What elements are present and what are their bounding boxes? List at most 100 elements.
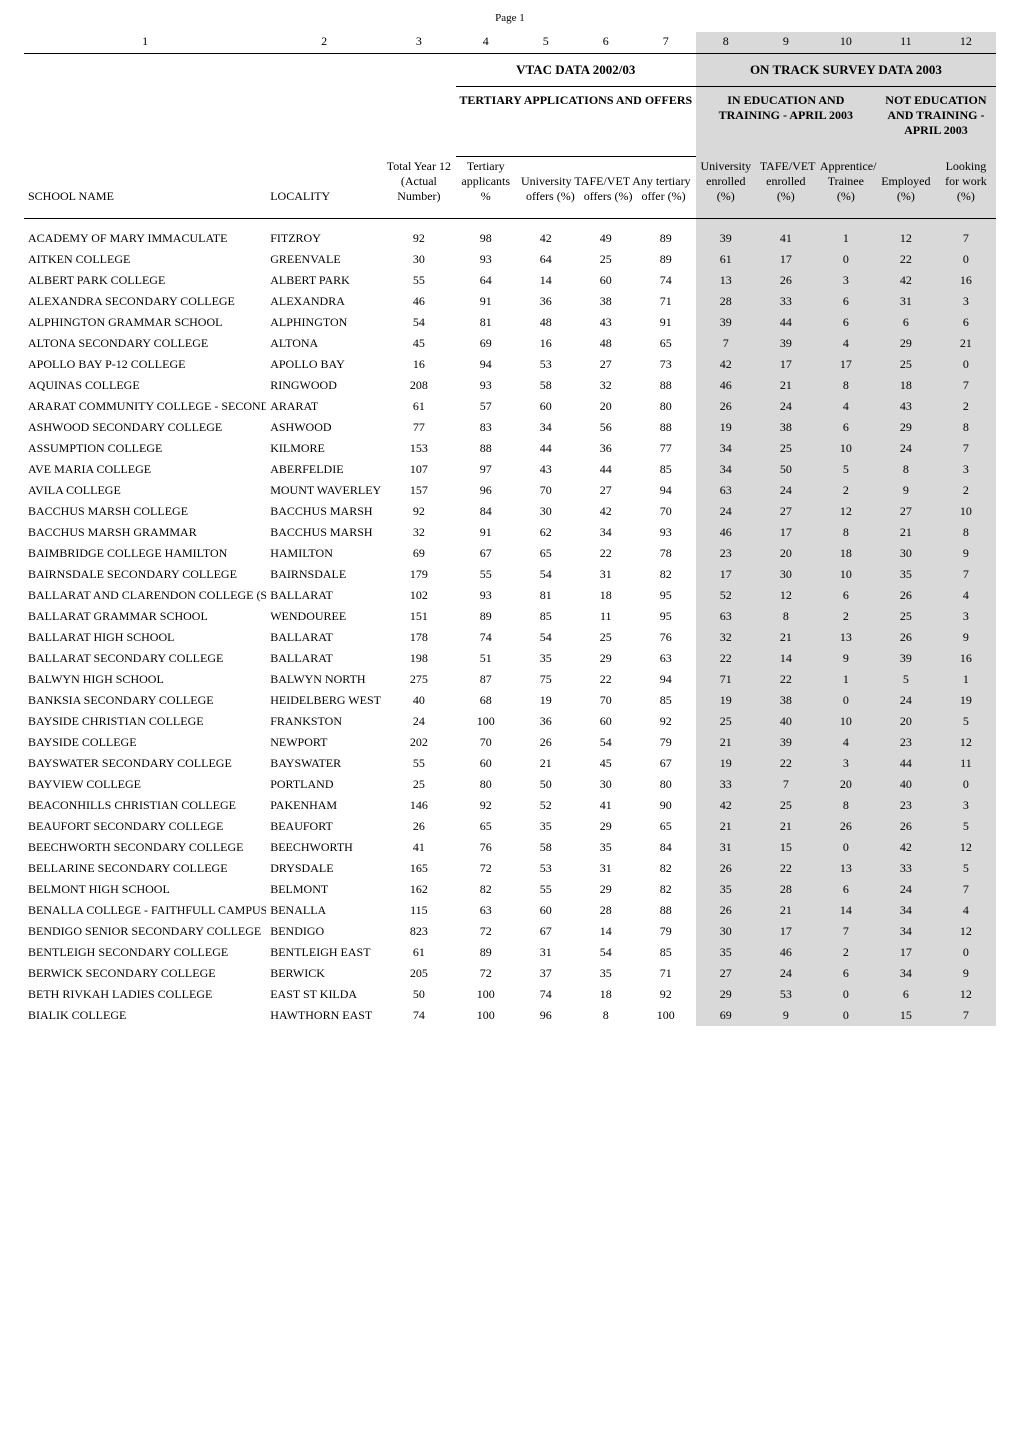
table-row: ACADEMY OF MARY IMMACULATEFITZROY9298424… bbox=[24, 228, 996, 249]
cell-value: 21 bbox=[756, 375, 816, 396]
cell-locality: EAST ST KILDA bbox=[266, 984, 382, 1005]
cell-value: 4 bbox=[816, 732, 876, 753]
cell-value: 15 bbox=[876, 1005, 936, 1026]
cell-value: 30 bbox=[876, 543, 936, 564]
cell-value: 64 bbox=[516, 249, 576, 270]
cell-value: 69 bbox=[456, 333, 516, 354]
cell-value: 74 bbox=[382, 1005, 456, 1026]
cell-value: 60 bbox=[576, 711, 636, 732]
cell-value: 2 bbox=[936, 396, 996, 417]
table-row: BAYSIDE CHRISTIAN COLLEGEFRANKSTON241003… bbox=[24, 711, 996, 732]
cell-school: AITKEN COLLEGE bbox=[24, 249, 266, 270]
cell-locality: BENDIGO bbox=[266, 921, 382, 942]
table-row: AVE MARIA COLLEGEABERFELDIE1079743448534… bbox=[24, 459, 996, 480]
cell-value: 26 bbox=[816, 816, 876, 837]
cell-value: 46 bbox=[696, 375, 756, 396]
cell-value: 34 bbox=[696, 438, 756, 459]
cell-value: 35 bbox=[696, 942, 756, 963]
cell-value: 8 bbox=[576, 1005, 636, 1026]
cell-value: 84 bbox=[636, 837, 696, 858]
data-table: 1 2 3 4 5 6 7 8 9 10 11 12 VTAC DATA 200… bbox=[24, 32, 996, 1026]
ots-header: ON TRACK SURVEY DATA 2003 bbox=[696, 54, 996, 87]
cell-value: 28 bbox=[696, 291, 756, 312]
cell-school: BENDIGO SENIOR SECONDARY COLLEGE bbox=[24, 921, 266, 942]
cell-value: 63 bbox=[696, 480, 756, 501]
cell-value: 21 bbox=[876, 522, 936, 543]
cell-value: 61 bbox=[382, 396, 456, 417]
cell-value: 14 bbox=[516, 270, 576, 291]
cell-value: 26 bbox=[876, 816, 936, 837]
table-row: APOLLO BAY P-12 COLLEGEAPOLLO BAY1694532… bbox=[24, 354, 996, 375]
cell-value: 6 bbox=[876, 312, 936, 333]
col-idx: 9 bbox=[756, 32, 816, 54]
sub-header-row: TERTIARY APPLICATIONS AND OFFERS IN EDUC… bbox=[24, 87, 996, 157]
cell-value: 70 bbox=[516, 480, 576, 501]
cell-value: 0 bbox=[816, 837, 876, 858]
cell-value: 81 bbox=[516, 585, 576, 606]
cell-value: 8 bbox=[876, 459, 936, 480]
cell-value: 41 bbox=[576, 795, 636, 816]
cell-value: 29 bbox=[576, 648, 636, 669]
cell-value: 35 bbox=[696, 879, 756, 900]
cell-value: 13 bbox=[816, 858, 876, 879]
cell-value: 29 bbox=[876, 333, 936, 354]
tert-apps-header: TERTIARY APPLICATIONS AND OFFERS bbox=[456, 87, 696, 157]
cell-value: 79 bbox=[636, 732, 696, 753]
table-row: ARARAT COMMUNITY COLLEGE - SECONDARYARAR… bbox=[24, 396, 996, 417]
cell-value: 5 bbox=[936, 858, 996, 879]
cell-value: 85 bbox=[516, 606, 576, 627]
cell-locality: WENDOUREE bbox=[266, 606, 382, 627]
cell-value: 20 bbox=[876, 711, 936, 732]
cell-value: 53 bbox=[516, 858, 576, 879]
cell-value: 50 bbox=[516, 774, 576, 795]
cell-school: ASSUMPTION COLLEGE bbox=[24, 438, 266, 459]
cell-value: 9 bbox=[816, 648, 876, 669]
edu-train-header: IN EDUCATION AND TRAINING - APRIL 2003 bbox=[696, 87, 876, 157]
cell-value: 46 bbox=[696, 522, 756, 543]
cell-value: 35 bbox=[516, 816, 576, 837]
cell-value: 30 bbox=[382, 249, 456, 270]
cell-value: 24 bbox=[876, 438, 936, 459]
cell-value: 6 bbox=[816, 585, 876, 606]
cell-value: 26 bbox=[876, 585, 936, 606]
cell-value: 90 bbox=[636, 795, 696, 816]
hdr-uni-enr: University enrolled (%) bbox=[696, 156, 756, 218]
table-row: BALLARAT GRAMMAR SCHOOLWENDOUREE15189851… bbox=[24, 606, 996, 627]
cell-locality: NEWPORT bbox=[266, 732, 382, 753]
cell-value: 7 bbox=[936, 1005, 996, 1026]
cell-value: 6 bbox=[816, 291, 876, 312]
cell-value: 40 bbox=[756, 711, 816, 732]
cell-value: 4 bbox=[816, 333, 876, 354]
cell-value: 26 bbox=[696, 900, 756, 921]
cell-value: 39 bbox=[696, 228, 756, 249]
cell-value: 44 bbox=[576, 459, 636, 480]
hdr-locality: LOCALITY bbox=[266, 156, 382, 218]
cell-value: 0 bbox=[816, 1005, 876, 1026]
cell-value: 93 bbox=[456, 585, 516, 606]
cell-value: 162 bbox=[382, 879, 456, 900]
cell-locality: PAKENHAM bbox=[266, 795, 382, 816]
cell-value: 16 bbox=[382, 354, 456, 375]
table-row: BAYVIEW COLLEGEPORTLAND25805030803372040… bbox=[24, 774, 996, 795]
cell-value: 65 bbox=[516, 543, 576, 564]
cell-value: 79 bbox=[636, 921, 696, 942]
cell-value: 14 bbox=[576, 921, 636, 942]
cell-value: 36 bbox=[576, 438, 636, 459]
cell-value: 31 bbox=[576, 858, 636, 879]
cell-value: 115 bbox=[382, 900, 456, 921]
cell-value: 40 bbox=[876, 774, 936, 795]
cell-value: 44 bbox=[516, 438, 576, 459]
cell-value: 88 bbox=[636, 417, 696, 438]
cell-value: 74 bbox=[636, 270, 696, 291]
cell-value: 25 bbox=[576, 249, 636, 270]
cell-value: 12 bbox=[876, 228, 936, 249]
cell-value: 98 bbox=[456, 228, 516, 249]
col-idx: 6 bbox=[576, 32, 636, 54]
cell-locality: BENTLEIGH EAST bbox=[266, 942, 382, 963]
vtac-header: VTAC DATA 2002/03 bbox=[456, 54, 696, 87]
cell-locality: HAMILTON bbox=[266, 543, 382, 564]
cell-school: ALEXANDRA SECONDARY COLLEGE bbox=[24, 291, 266, 312]
table-row: ASHWOOD SECONDARY COLLEGEASHWOOD77833456… bbox=[24, 417, 996, 438]
cell-value: 8 bbox=[936, 522, 996, 543]
cell-value: 58 bbox=[516, 375, 576, 396]
